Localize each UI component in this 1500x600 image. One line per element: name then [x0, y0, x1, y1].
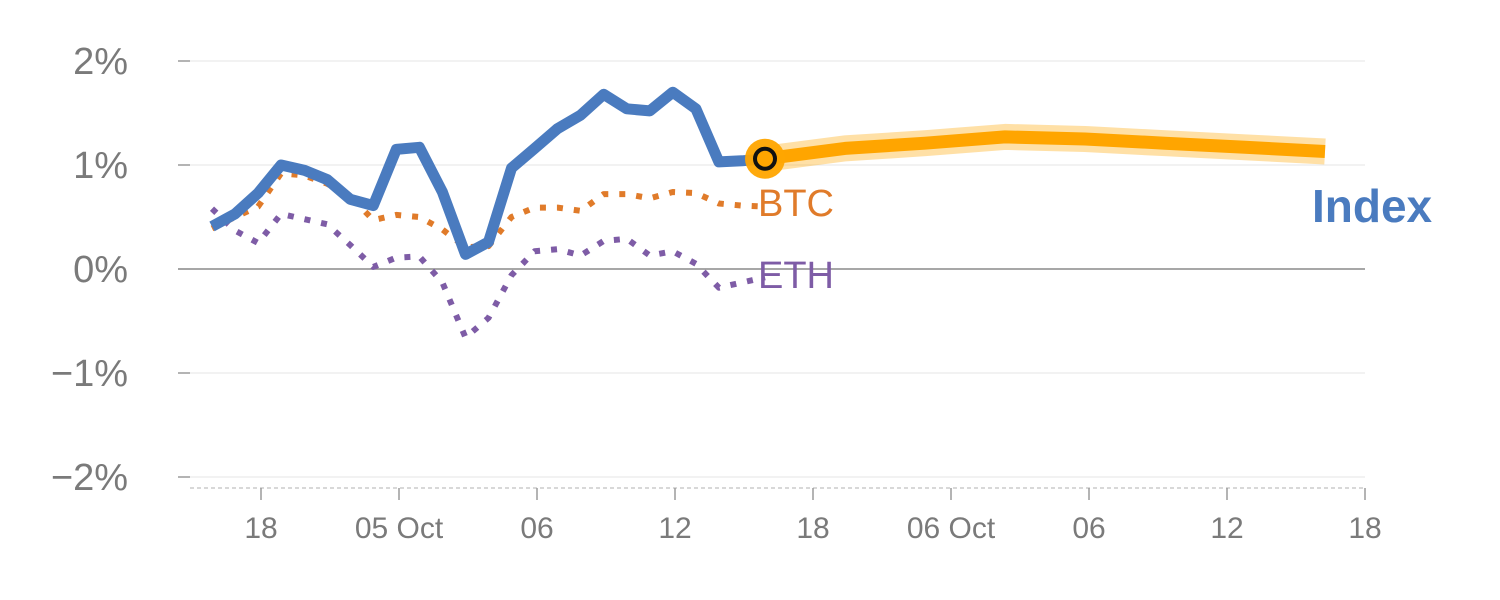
btc-series-label: BTC — [758, 183, 834, 225]
eth-line — [209, 206, 766, 341]
series-lines — [209, 86, 1326, 341]
x-tick-label: 05 Oct — [355, 512, 444, 545]
x-tick-label: 18 — [796, 512, 829, 545]
eth-series-label: ETH — [758, 255, 834, 297]
x-tick-label: 06 — [1072, 512, 1105, 545]
y-tick-label: 0% — [73, 249, 128, 291]
y-tick-label: −1% — [51, 353, 128, 395]
x-tick-label: 06 — [520, 512, 553, 545]
index-line — [209, 86, 766, 260]
y-tick-label: −2% — [51, 457, 128, 499]
current-point-marker — [753, 146, 777, 171]
y-tick-label: 2% — [73, 41, 128, 83]
y-axis: 2% 1% 0% −1% −2% — [51, 41, 190, 499]
x-tick-label: 18 — [244, 512, 277, 545]
x-tick-label: 12 — [658, 512, 691, 545]
x-tick-label: 12 — [1210, 512, 1243, 545]
x-tick-label: 06 Oct — [907, 512, 996, 545]
x-tick-label: 18 — [1348, 512, 1381, 545]
y-tick-label: 1% — [73, 145, 128, 187]
index-forecast-line — [764, 130, 1326, 166]
index-series-label: Index — [1312, 180, 1433, 232]
x-axis: 18 05 Oct 06 12 18 06 Oct 06 12 18 — [190, 487, 1382, 545]
